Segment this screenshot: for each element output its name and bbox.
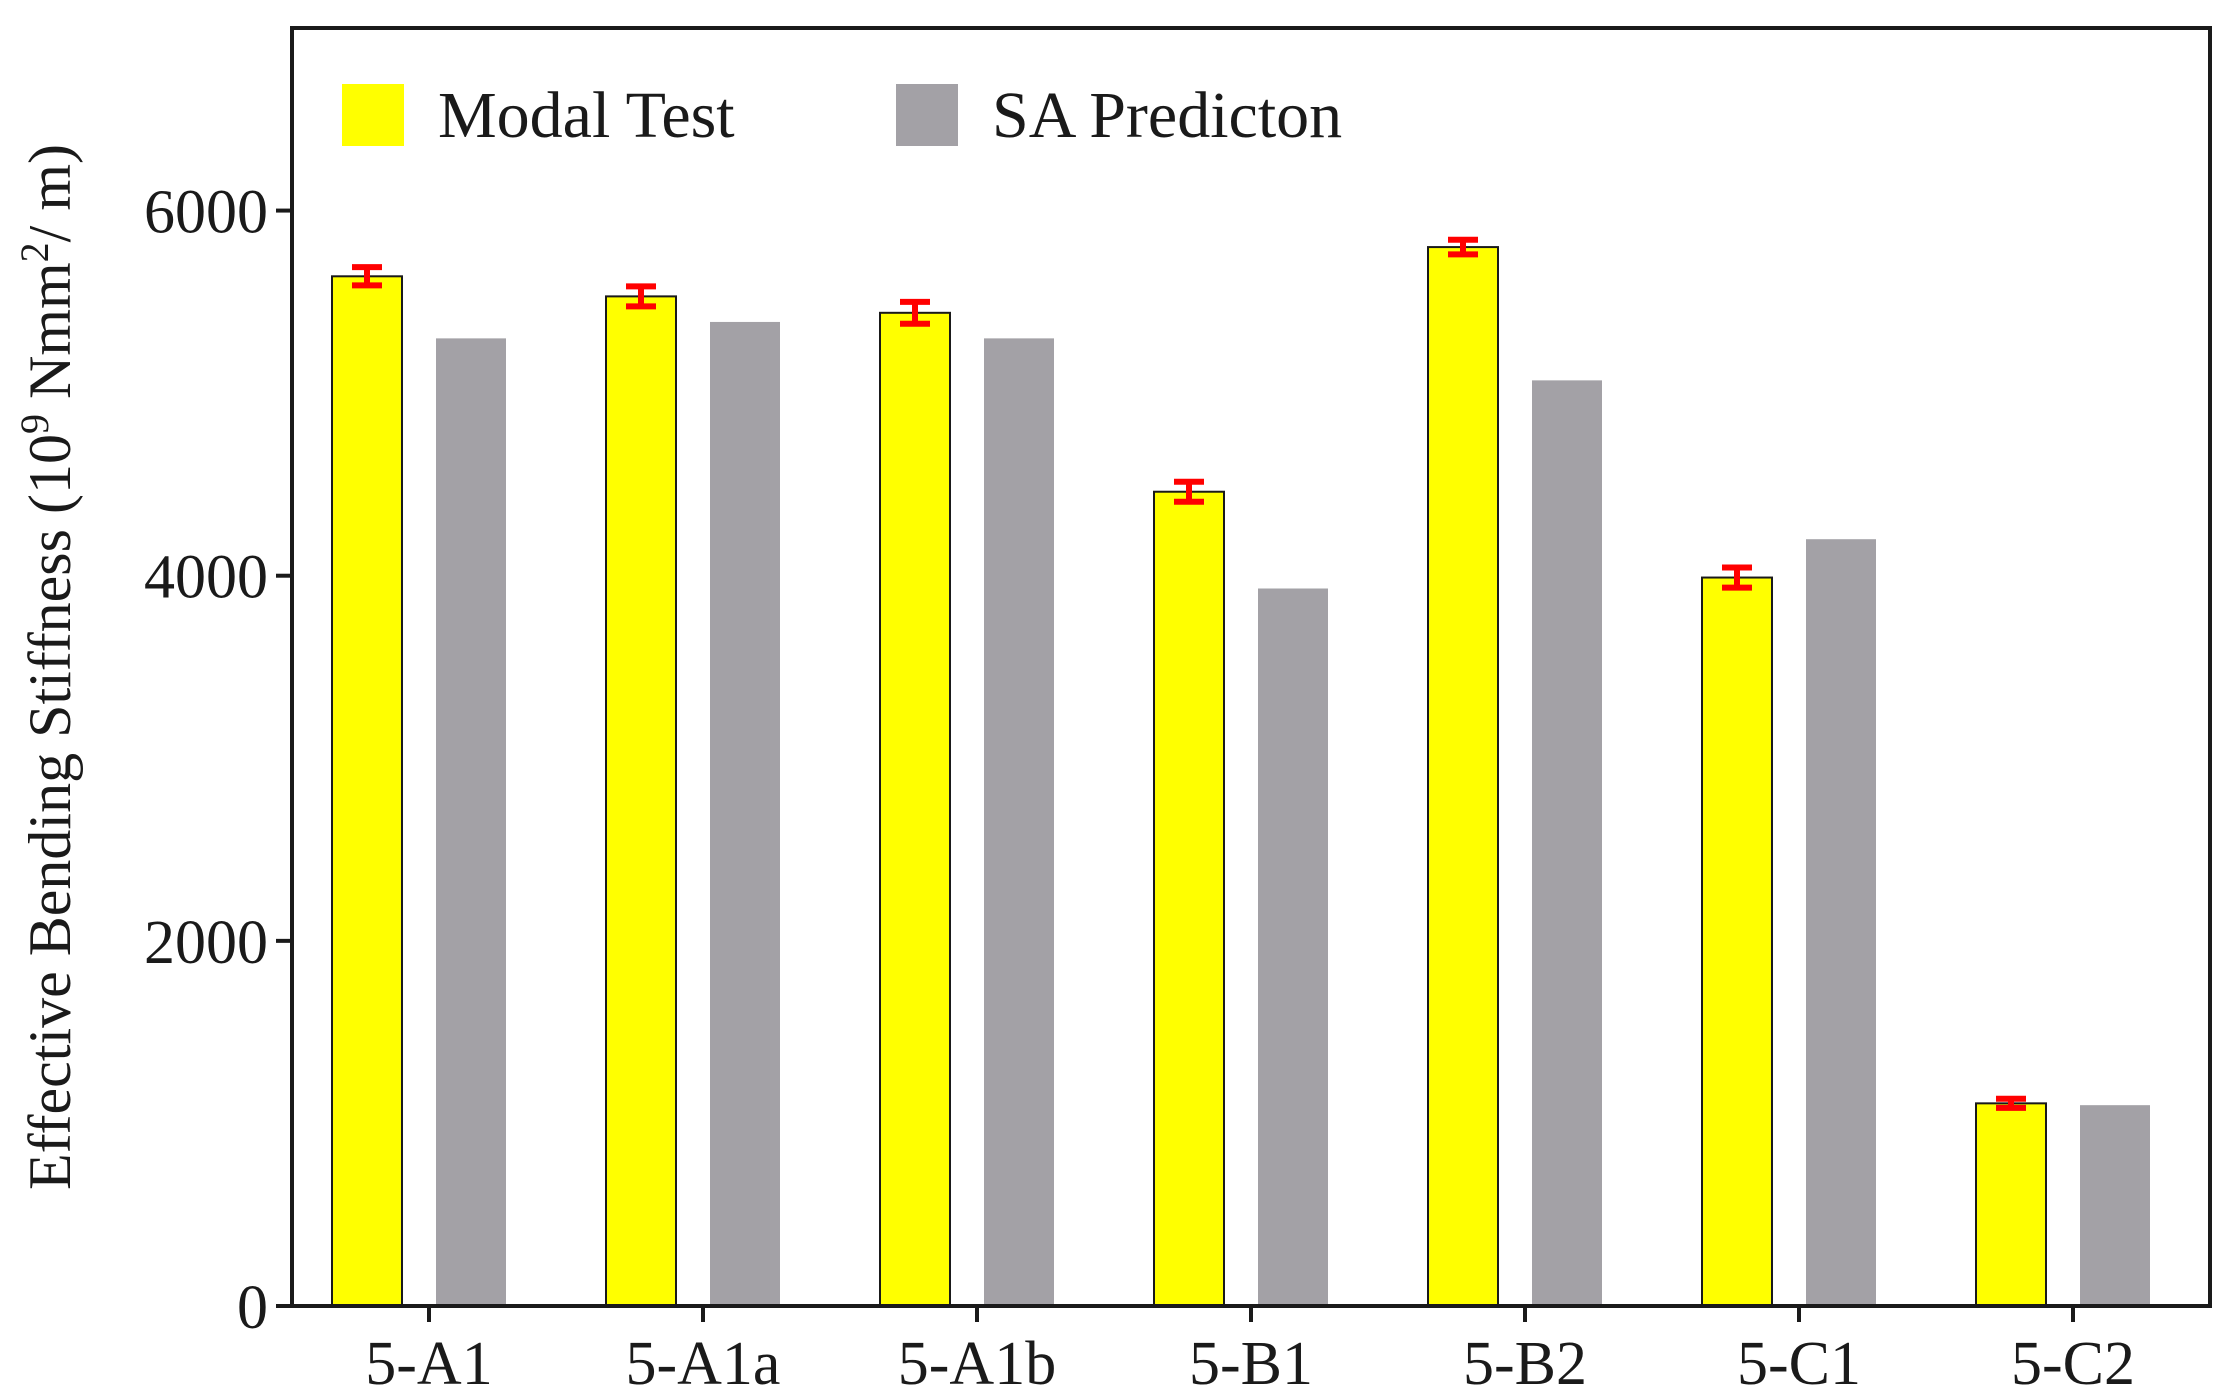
x-tick-label-5-c1: 5-C1	[1737, 1330, 1861, 1395]
legend-label-sa-prediction: SA Predicton	[992, 79, 1342, 152]
x-tick-label-5-a1a: 5-A1a	[626, 1330, 781, 1395]
x-tick-label-5-a1b: 5-A1b	[898, 1330, 1056, 1395]
legend-swatch-sa-prediction	[896, 84, 958, 146]
error-bar-5-c2	[1996, 1095, 2026, 1111]
bar-modal-test-5-a1b	[879, 311, 951, 1308]
plot-frame	[290, 26, 2212, 1308]
y-tick-label-0: 0	[237, 1274, 268, 1342]
bar-sa-prediction-5-a1b	[984, 338, 1054, 1306]
bar-sa-prediction-5-c1	[1806, 539, 1876, 1306]
bar-sa-prediction-5-b1	[1258, 588, 1328, 1306]
y-tick-label-6000: 6000	[144, 179, 268, 247]
error-bar-5-b1	[1174, 478, 1204, 505]
y-axis: 0 2000 4000 6000	[144, 179, 292, 1342]
error-bar-5-a1b	[900, 298, 930, 327]
y-axis-title: Effective Bending Stiffness (109 Nmm2/ m…	[12, 144, 84, 1190]
y-tick-label-4000: 4000	[144, 544, 268, 612]
error-bar-5-c1	[1722, 564, 1752, 591]
bar-sa-prediction-5-a1a	[710, 321, 780, 1306]
error-bars-layer	[352, 236, 2026, 1111]
bar-modal-test-5-b1	[1153, 490, 1225, 1307]
bar-sa-prediction-5-b2	[1532, 380, 1602, 1306]
bar-sa-prediction-5-c2	[2080, 1105, 2150, 1306]
bar-modal-test-5-a1a	[605, 295, 677, 1307]
bar-modal-test-5-a1	[331, 275, 403, 1308]
x-tick-label-5-a1: 5-A1	[365, 1330, 492, 1395]
error-bar-5-a1	[352, 264, 382, 289]
bar-sa-prediction-5-a1	[436, 338, 506, 1306]
x-tick-label-5-b2: 5-B2	[1463, 1330, 1587, 1395]
x-tick-label-5-c2: 5-C2	[2011, 1330, 2135, 1395]
error-bar-5-b2	[1448, 236, 1478, 258]
bar-modal-test-5-c2	[1975, 1102, 2047, 1307]
x-tick-label-5-b1: 5-B1	[1189, 1330, 1313, 1395]
bars-layer	[331, 246, 2150, 1308]
legend-label-modal-test: Modal Test	[438, 79, 735, 152]
bar-modal-test-5-b2	[1427, 246, 1499, 1308]
x-axis: 5-A1 5-A1a 5-A1b 5-B1 5-B2 5-C1 5-C2	[365, 1306, 2135, 1398]
error-bar-5-a1a	[626, 283, 656, 310]
legend: Modal Test SA Predicton	[342, 79, 1342, 152]
y-tick-label-2000: 2000	[144, 909, 268, 977]
bar-modal-test-5-c1	[1701, 576, 1773, 1307]
legend-swatch-modal-test	[342, 84, 404, 146]
